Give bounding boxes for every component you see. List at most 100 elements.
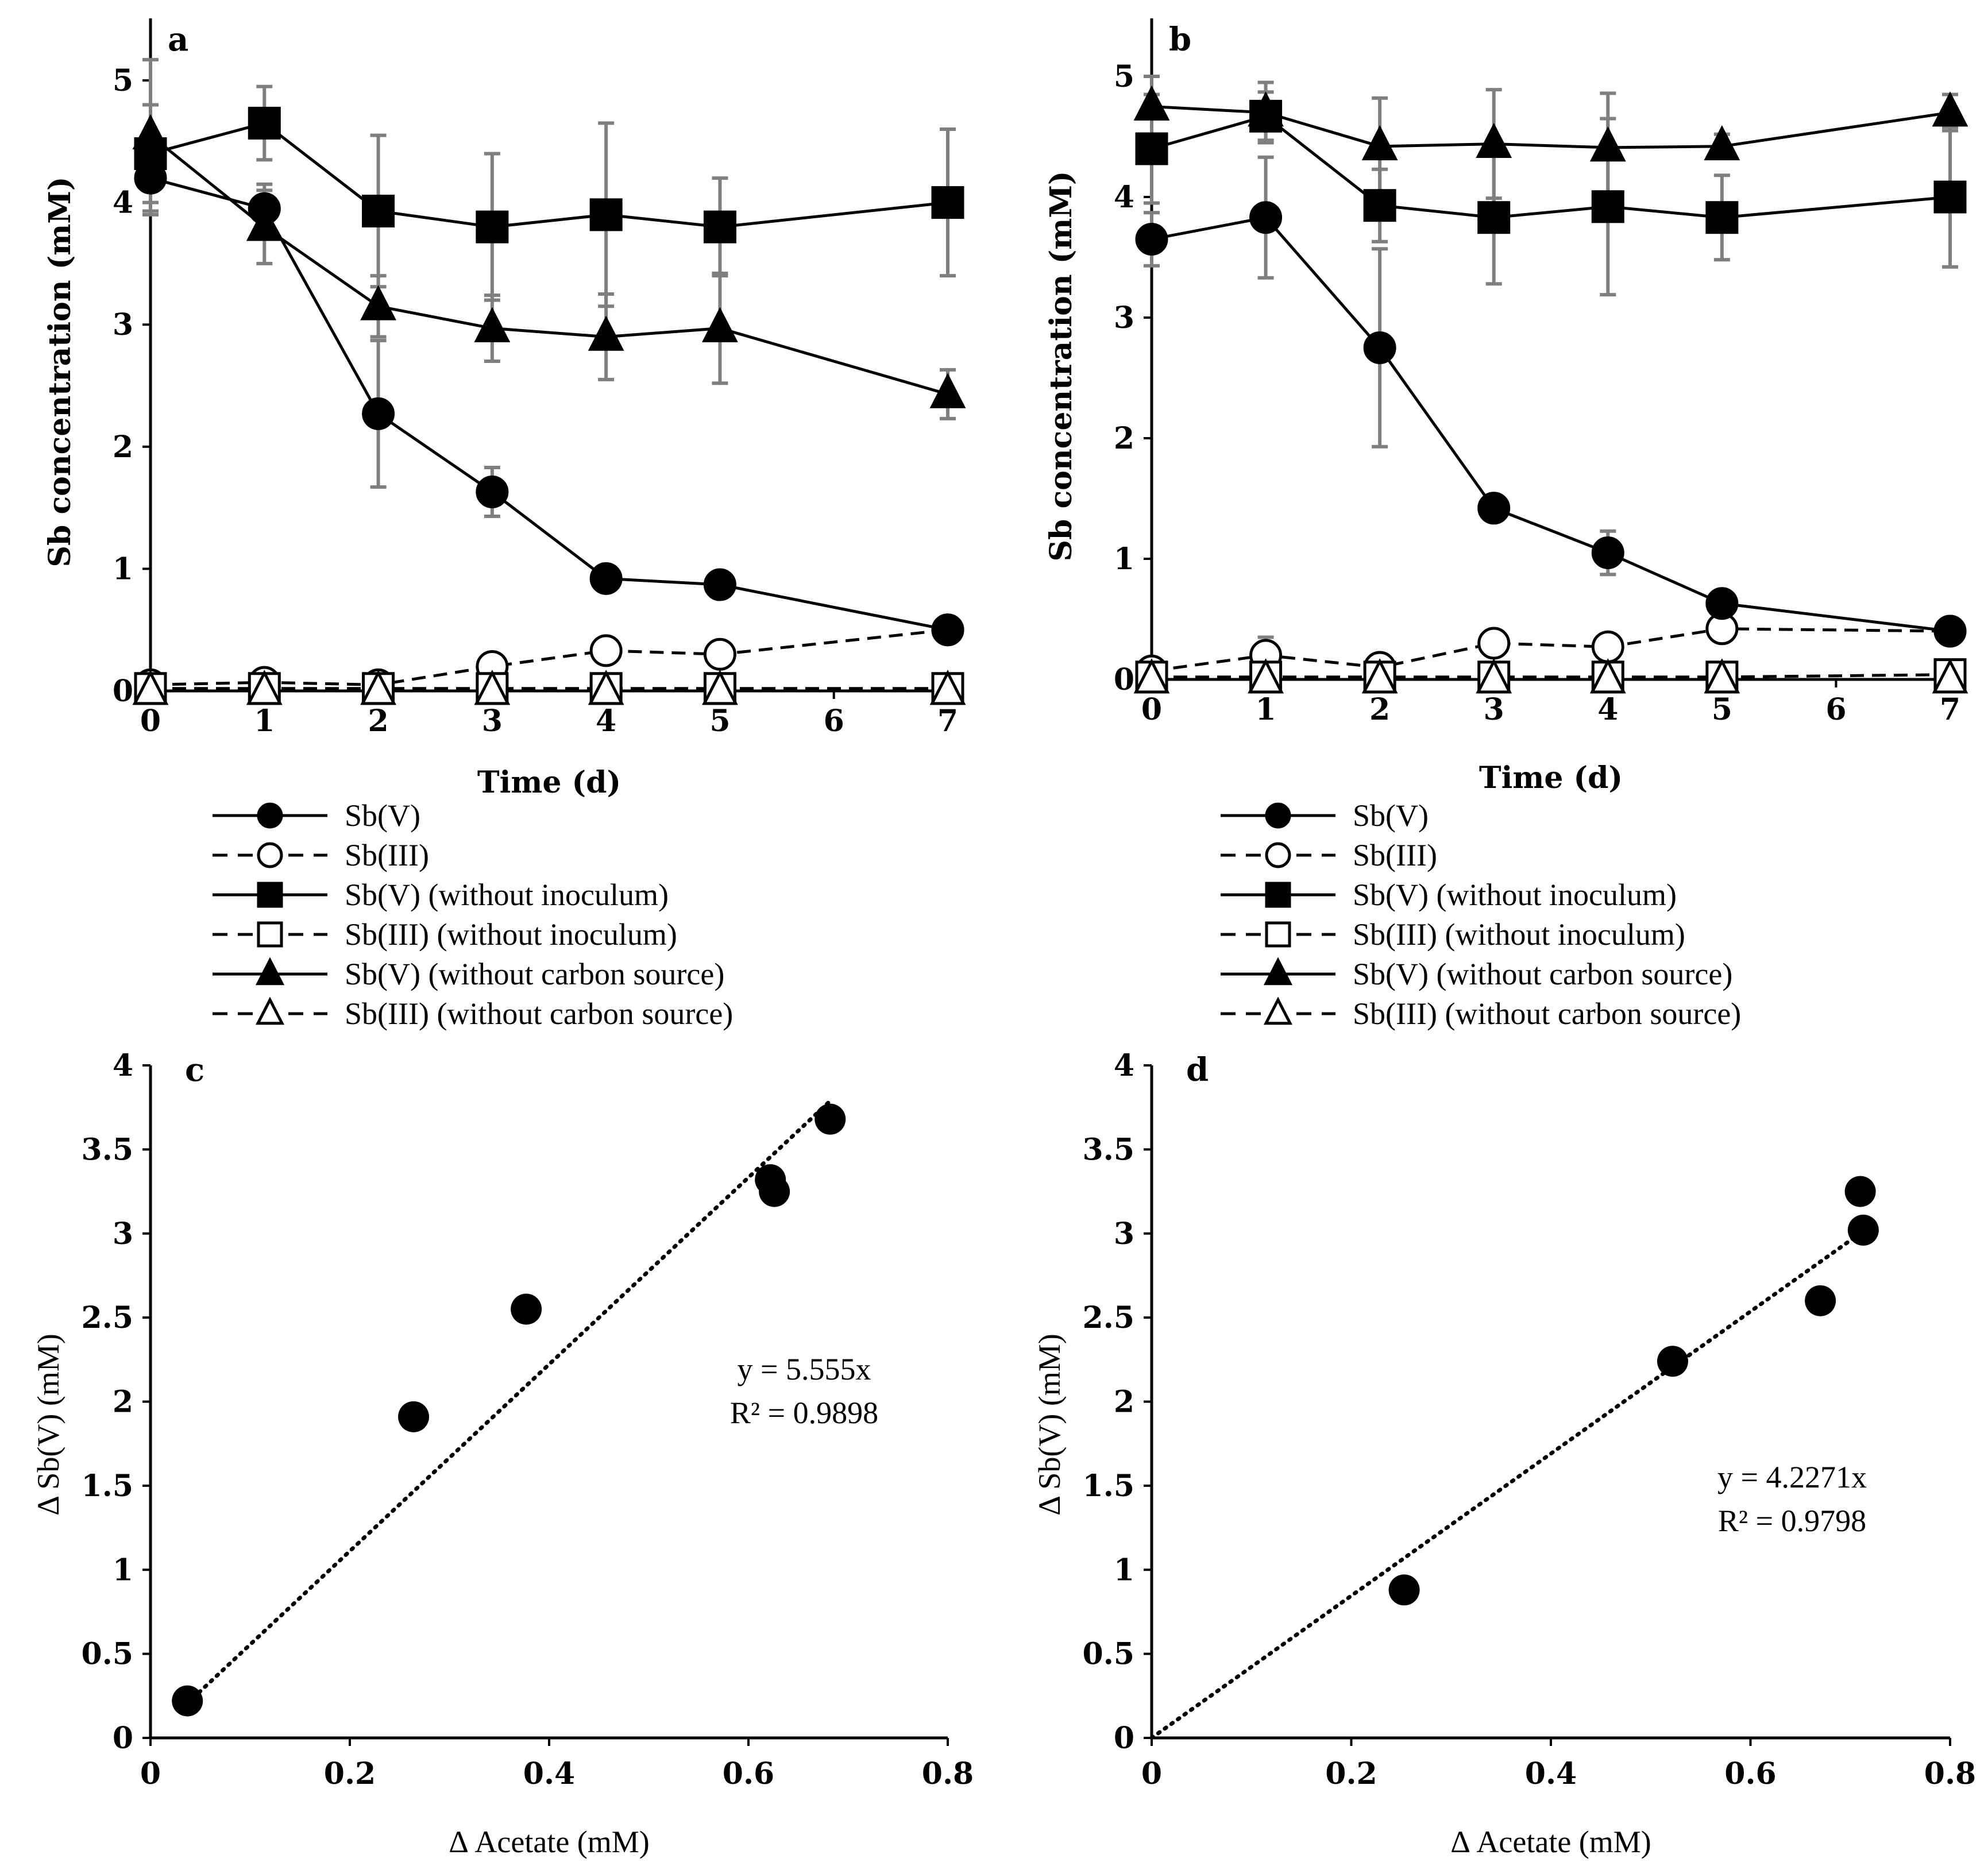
y-tick-label: 2 bbox=[1114, 1385, 1134, 1420]
x-tick-label: 3 bbox=[482, 704, 503, 739]
x-axis-title: Time (d) bbox=[477, 765, 621, 800]
data-point bbox=[132, 670, 169, 705]
data-point bbox=[1363, 331, 1396, 364]
y-tick-label: 4 bbox=[113, 186, 133, 221]
data-point bbox=[1477, 201, 1511, 234]
data-point bbox=[1591, 630, 1624, 663]
data-point bbox=[1844, 1176, 1876, 1207]
data-point bbox=[1249, 201, 1283, 234]
y-tick-label: 1 bbox=[113, 1552, 133, 1587]
y-tick-label: 0 bbox=[1114, 662, 1134, 697]
data-point bbox=[1705, 587, 1739, 620]
data-point bbox=[1248, 658, 1284, 694]
x-tick-label: 0.6 bbox=[1724, 1756, 1776, 1791]
data-point bbox=[1361, 125, 1398, 161]
data-point bbox=[476, 210, 509, 244]
y-axis-title: Δ Sb(V) (mM) bbox=[31, 1334, 65, 1516]
trendline-r-squared: R² = 0.9798 bbox=[1718, 1504, 1866, 1538]
y-tick-label: 1 bbox=[1114, 542, 1134, 577]
y-tick-label: 2 bbox=[113, 1385, 133, 1420]
data-point bbox=[362, 194, 395, 227]
y-tick-label: 2.5 bbox=[82, 1300, 133, 1335]
y-tick-label: 2 bbox=[113, 430, 133, 465]
data-point bbox=[1932, 91, 1968, 127]
panel-label: b bbox=[1169, 21, 1191, 59]
legend-label: Sb(III) (without carbon source) bbox=[1353, 996, 1741, 1031]
legend-label: Sb(V) bbox=[345, 798, 420, 833]
data-point bbox=[172, 1685, 203, 1717]
x-axis-title: Time (d) bbox=[1479, 760, 1623, 795]
panel-label: c bbox=[185, 1051, 204, 1089]
x-tick-label: 0 bbox=[140, 704, 161, 739]
y-tick-label: 0 bbox=[1114, 1721, 1134, 1756]
legend-marker bbox=[255, 957, 285, 986]
y-axis-title: Δ Sb(V) (mM) bbox=[1032, 1334, 1067, 1516]
data-point bbox=[476, 475, 509, 508]
y-tick-label: 0 bbox=[113, 674, 133, 709]
panel-label: d bbox=[1186, 1051, 1209, 1089]
x-tick-label: 0 bbox=[1141, 692, 1162, 727]
y-tick-label: 0.5 bbox=[82, 1637, 133, 1672]
series-line bbox=[150, 176, 948, 632]
panel-label: a bbox=[168, 21, 188, 59]
x-tick-label: 1 bbox=[254, 704, 275, 739]
legend-label: Sb(III) (without inoculum) bbox=[1353, 917, 1685, 952]
data-point bbox=[1847, 1214, 1879, 1246]
x-tick-label: 5 bbox=[1712, 692, 1732, 727]
data-point bbox=[1589, 658, 1626, 694]
x-tick-label: 2 bbox=[368, 704, 388, 739]
panel-a: 0 1 2 3 4 5 0 1 2 3 4 5 6 7 Time (d) Sb concentration (… bbox=[43, 18, 966, 1031]
y-axis-title: Sb concentration (mM) bbox=[1044, 171, 1079, 562]
data-point bbox=[588, 670, 624, 705]
data-point bbox=[929, 373, 966, 408]
data-point bbox=[362, 397, 395, 430]
x-tick-label: 0.2 bbox=[1325, 1756, 1377, 1791]
legend-marker bbox=[1263, 996, 1293, 1025]
x-tick-label: 7 bbox=[1940, 692, 1960, 727]
y-tick-label: 0 bbox=[113, 1721, 133, 1756]
legend-label: Sb(III) (without carbon source) bbox=[345, 996, 733, 1031]
data-point bbox=[248, 106, 281, 140]
data-point bbox=[588, 315, 624, 351]
data-point bbox=[1705, 201, 1739, 234]
trendline bbox=[185, 1099, 832, 1706]
legend-marker bbox=[257, 842, 283, 868]
x-tick-label: 0.4 bbox=[1525, 1756, 1577, 1791]
data-point bbox=[1657, 1346, 1688, 1377]
legend-marker bbox=[257, 882, 283, 908]
trendline bbox=[1149, 1229, 1866, 1740]
data-point bbox=[1476, 658, 1512, 694]
data-point bbox=[589, 634, 623, 667]
data-point bbox=[929, 670, 966, 705]
legend-marker bbox=[1263, 957, 1293, 986]
y-tick-label: 5 bbox=[113, 63, 133, 98]
data-point bbox=[246, 206, 283, 241]
legend-label: Sb(V) (without inoculum) bbox=[1353, 878, 1677, 912]
y-tick-label: 3 bbox=[1114, 1216, 1134, 1251]
legend-marker bbox=[1265, 802, 1291, 829]
x-tick-label: 3 bbox=[1484, 692, 1504, 727]
x-tick-label: 1 bbox=[1255, 692, 1276, 727]
y-tick-label: 3 bbox=[113, 1216, 133, 1251]
data-point bbox=[360, 670, 396, 705]
data-point bbox=[474, 307, 511, 342]
x-tick-label: 0.4 bbox=[523, 1756, 575, 1791]
x-tick-label: 0 bbox=[1141, 1756, 1162, 1791]
y-tick-label: 2 bbox=[1114, 421, 1134, 456]
data-point bbox=[1388, 1574, 1420, 1606]
x-tick-label: 4 bbox=[596, 704, 616, 739]
data-point bbox=[931, 613, 964, 647]
legend-marker bbox=[257, 921, 283, 948]
data-point bbox=[246, 670, 283, 705]
data-point bbox=[589, 562, 623, 595]
data-point bbox=[1933, 180, 1967, 214]
y-tick-label: 5 bbox=[1114, 59, 1134, 94]
data-point bbox=[931, 186, 964, 219]
legend-label: Sb(V) (without inoculum) bbox=[345, 878, 669, 912]
data-point bbox=[511, 1293, 542, 1325]
legend-label: Sb(V) (without carbon source) bbox=[1353, 957, 1732, 991]
x-tick-label: 0.6 bbox=[723, 1756, 774, 1791]
data-point bbox=[1591, 536, 1624, 569]
y-tick-label: 4 bbox=[1114, 1048, 1134, 1083]
data-point bbox=[1704, 658, 1740, 694]
